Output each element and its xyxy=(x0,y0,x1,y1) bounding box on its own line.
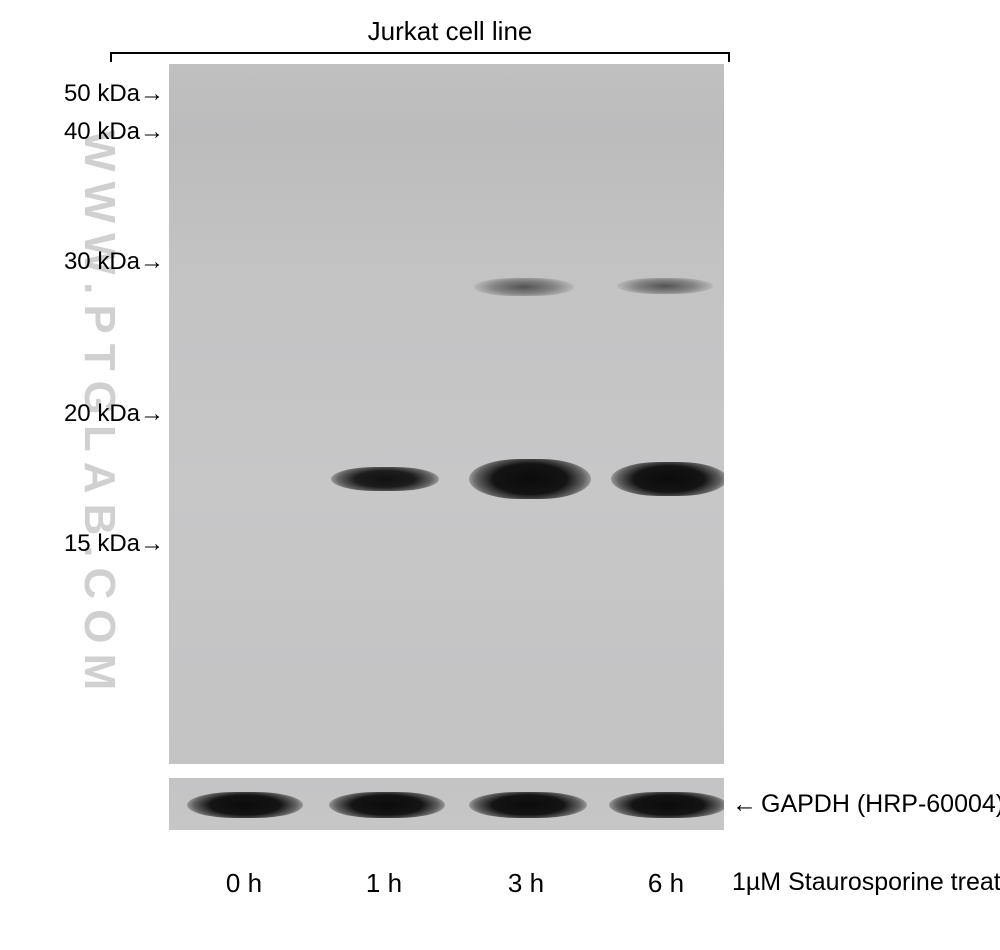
gapdh-label-text: GAPDH (HRP-60004) xyxy=(761,790,1000,818)
lane-label: 1 h xyxy=(344,868,424,899)
figure-container: WWW.PTGLAB.COM Jurkat cell line 50 kDa→4… xyxy=(0,0,1000,950)
gapdh-band xyxy=(469,792,587,818)
figure-title: Jurkat cell line xyxy=(310,16,590,47)
main-blot xyxy=(169,64,724,764)
lane-label: 3 h xyxy=(486,868,566,899)
title-bracket-tick-right xyxy=(728,52,730,62)
lane-label: 0 h xyxy=(204,868,284,899)
title-bracket-tick-left xyxy=(110,52,112,62)
blot-band xyxy=(474,278,574,296)
mw-marker: 30 kDa→ xyxy=(52,248,164,276)
treatment-label: 1µM Staurosporine treatment xyxy=(732,868,1000,897)
arrow-left-icon: ← xyxy=(732,790,757,819)
mw-marker: 15 kDa→ xyxy=(52,530,164,558)
gapdh-band xyxy=(329,792,445,818)
blot-band xyxy=(331,467,439,491)
gapdh-band xyxy=(609,792,724,818)
gapdh-band xyxy=(187,792,303,818)
blot-band xyxy=(469,459,591,499)
mw-marker: 20 kDa→ xyxy=(52,400,164,428)
mw-marker: 40 kDa→ xyxy=(52,118,164,146)
blot-band xyxy=(617,278,713,294)
gapdh-blot xyxy=(169,778,724,830)
lane-label: 6 h xyxy=(626,868,706,899)
gapdh-label: ←GAPDH (HRP-60004) xyxy=(732,790,1000,819)
title-bracket-line xyxy=(110,52,730,54)
blot-band xyxy=(611,462,724,496)
mw-marker: 50 kDa→ xyxy=(52,80,164,108)
